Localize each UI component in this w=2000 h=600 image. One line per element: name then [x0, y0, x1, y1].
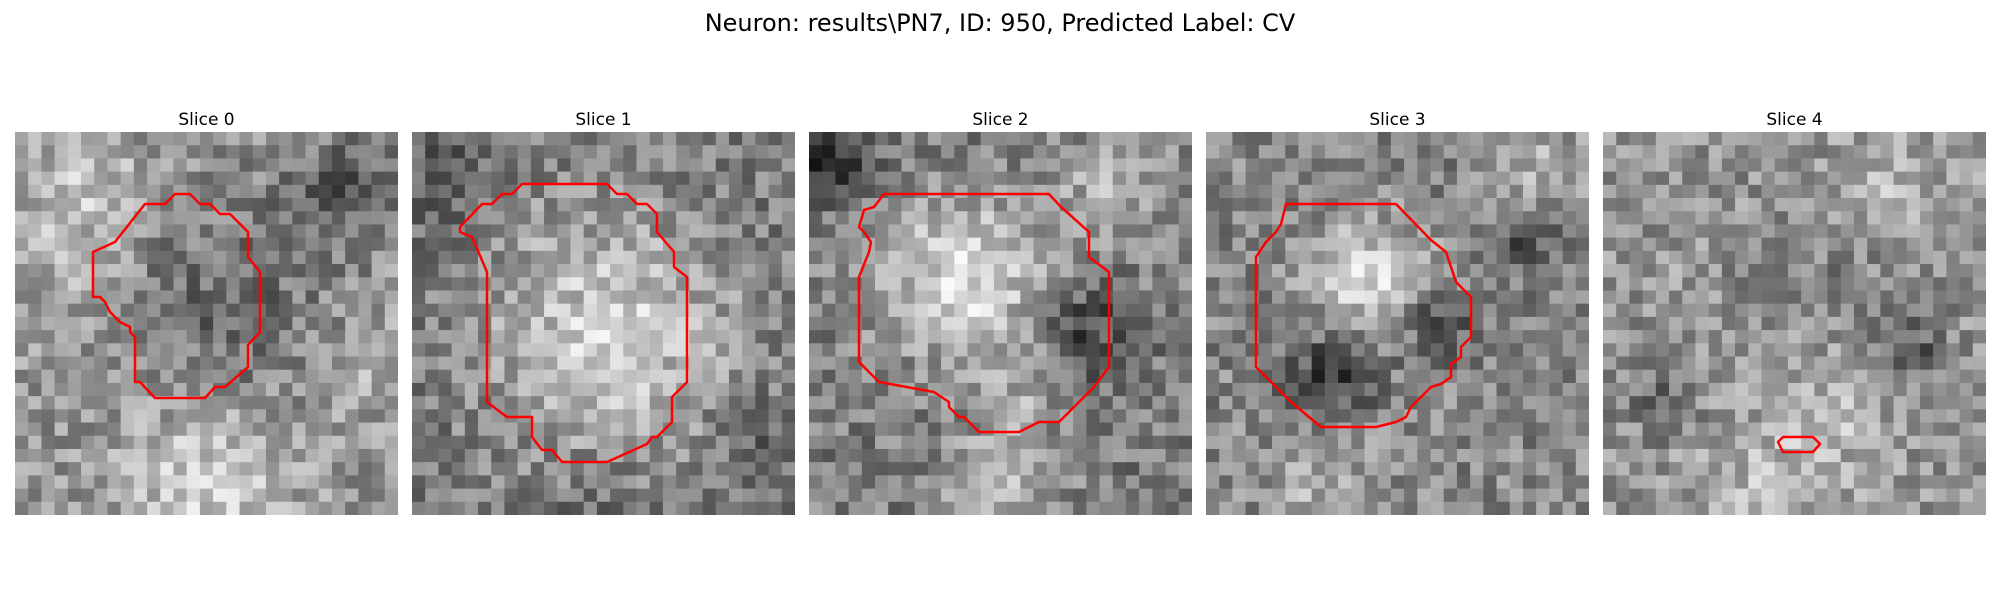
slice-title-2: Slice 2	[972, 110, 1029, 130]
slice-pixel-grid	[809, 132, 1192, 515]
slice-panel-0: Slice 0	[15, 108, 398, 515]
slice-title-0: Slice 0	[178, 110, 235, 130]
slice-title-3: Slice 3	[1369, 110, 1426, 130]
slice-image-canvas	[809, 132, 1192, 515]
slice-image-1	[412, 132, 795, 515]
slice-image-canvas	[15, 132, 398, 515]
slice-pixel-grid	[15, 132, 398, 515]
slice-image-0	[15, 132, 398, 515]
segmentation-contour	[458, 182, 689, 464]
slice-pixel-grid	[412, 132, 795, 515]
slice-image-2	[809, 132, 1192, 515]
slice-image-4	[1603, 132, 1986, 515]
slice-panel-3: Slice 3	[1206, 108, 1589, 515]
segmentation-contour	[1254, 202, 1473, 429]
segmentation-contour	[857, 192, 1111, 434]
slice-title-4: Slice 4	[1766, 110, 1823, 130]
slice-image-canvas	[412, 132, 795, 515]
segmentation-contour	[91, 192, 262, 400]
slice-pixel-grid	[1206, 132, 1589, 515]
slice-panel-2: Slice 2	[809, 108, 1192, 515]
figure-title: Neuron: results\PN7, ID: 950, Predicted …	[704, 9, 1296, 37]
slice-title-1: Slice 1	[575, 110, 632, 130]
slice-panel-1: Slice 1	[412, 108, 795, 515]
slice-panel-4: Slice 4	[1603, 108, 1986, 515]
slice-image-canvas	[1206, 132, 1589, 515]
slice-image-canvas	[1603, 132, 1986, 515]
segmentation-contour	[1776, 435, 1822, 454]
slice-image-3	[1206, 132, 1589, 515]
slice-pixel-grid	[1603, 132, 1986, 515]
